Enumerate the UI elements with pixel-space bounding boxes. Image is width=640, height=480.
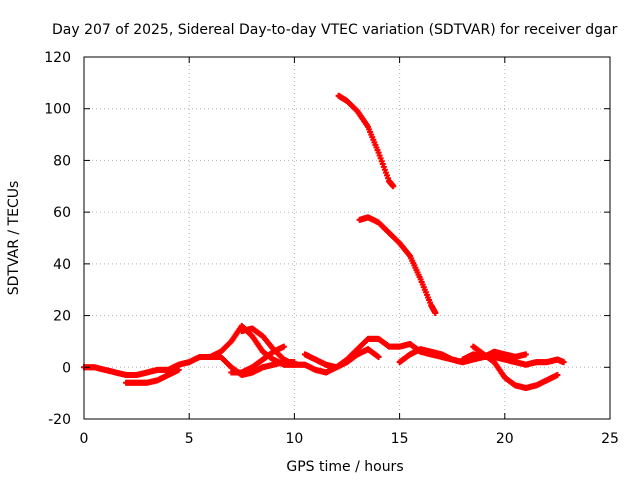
y-tick-label: 20 <box>53 309 71 325</box>
y-tick-label: 40 <box>53 257 71 273</box>
series-trace-4 <box>228 343 287 376</box>
data-point <box>522 351 529 358</box>
data-point <box>560 359 567 366</box>
plot-frame <box>83 56 611 420</box>
x-tick-label: 10 <box>285 431 303 447</box>
y-axis-title: SDTVAR / TECUs <box>6 181 22 296</box>
series-trace-6 <box>301 346 382 371</box>
data-point <box>432 309 439 316</box>
data-point <box>175 366 182 373</box>
series-trace-9 <box>459 348 529 363</box>
y-tick-label: 0 <box>62 360 71 376</box>
y-tick-label: 80 <box>53 153 71 169</box>
x-tick-label: 5 <box>185 431 194 447</box>
data-points <box>81 92 567 391</box>
x-tick-label: 20 <box>496 431 514 447</box>
x-tick-label: 0 <box>80 431 89 447</box>
series-trace-2 <box>123 366 182 386</box>
data-point <box>375 353 382 360</box>
x-axis: 0 5 10 15 20 25 <box>80 57 619 447</box>
data-point <box>554 372 561 379</box>
y-tick-label: 100 <box>44 102 71 118</box>
series-trace-11 <box>356 214 439 316</box>
x-tick-label: 15 <box>391 431 409 447</box>
x-axis-title: GPS time / hours <box>286 459 403 475</box>
grid <box>84 57 610 419</box>
x-tick-label: 25 <box>601 431 619 447</box>
series-trace-10 <box>335 92 397 190</box>
y-tick-label: -20 <box>48 412 71 428</box>
data-point <box>390 183 397 190</box>
y-axis: -20 0 20 40 60 80 100 120 <box>44 50 610 428</box>
y-tick-label: 120 <box>44 50 71 66</box>
y-tick-label: 60 <box>53 205 71 221</box>
data-point <box>280 343 287 350</box>
series-trace-8 <box>470 343 561 391</box>
chart-title: Day 207 of 2025, Sidereal Day-to-day VTE… <box>52 22 618 38</box>
